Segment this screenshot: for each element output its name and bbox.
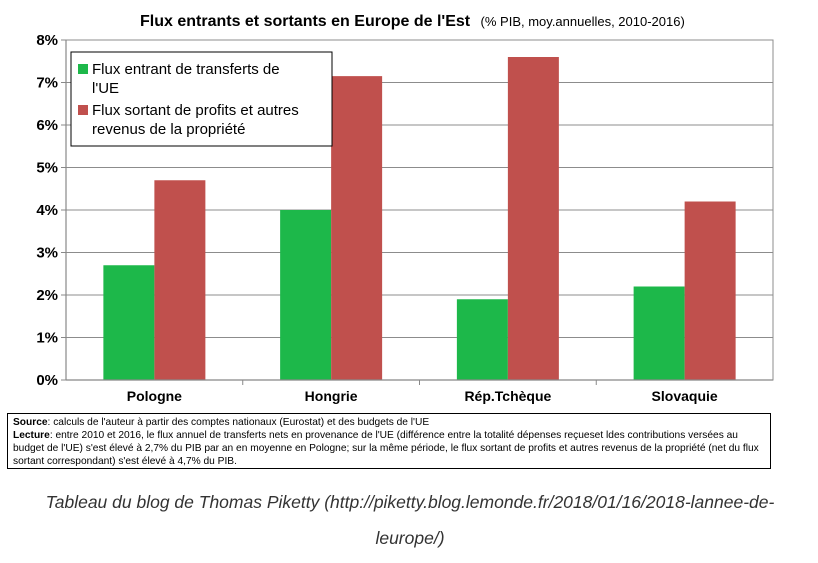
- lecture-label: Lecture: [13, 430, 50, 441]
- bar-inflow: [103, 265, 155, 380]
- bar-outflow: [684, 201, 736, 380]
- y-tick-label: 8%: [36, 32, 58, 49]
- chart-title-line: Flux entrants et sortants en Europe de l…: [140, 13, 685, 30]
- bars: [103, 57, 736, 380]
- legend-box: [70, 51, 333, 147]
- y-tick-label: 0%: [36, 372, 58, 389]
- chart-title: Flux entrants et sortants en Europe de l…: [140, 13, 471, 30]
- source-label: Source: [13, 417, 48, 428]
- legend-swatch-outflow: [78, 105, 88, 115]
- legend-swatch-inflow: [78, 64, 88, 74]
- y-tick-label: 6%: [36, 117, 58, 134]
- bar-inflow: [633, 286, 685, 380]
- bar-inflow: [280, 210, 332, 380]
- bar-outflow: [154, 180, 206, 380]
- chart: Flux entrants et sortants en Europe de l…: [36, 13, 774, 404]
- source-text: : calculs de l'auteur à partir des compt…: [47, 417, 430, 428]
- y-tick-label: 4%: [36, 202, 58, 219]
- x-tick-label: Slovaquie: [652, 388, 718, 404]
- y-tick-label: 5%: [36, 160, 58, 177]
- legend-label-outflow-line2: revenus de la propriété: [92, 121, 245, 138]
- source-note: Source: calculs de l'auteur à partir des…: [7, 413, 771, 469]
- bar-inflow: [456, 299, 508, 380]
- chart-subtitle: (% PIB, moy.annuelles, 2010-2016): [481, 14, 685, 29]
- x-tick-label: Rép.Tchèque: [464, 388, 551, 404]
- legend: Flux entrant de transferts de l'UE Flux …: [70, 51, 333, 147]
- y-tick-label: 1%: [36, 330, 58, 347]
- bar-outflow: [507, 57, 559, 380]
- lecture-text: : entre 2010 et 2016, le flux annuel de …: [13, 430, 759, 467]
- legend-label-outflow-line1: Flux sortant de profits et autres: [92, 102, 299, 119]
- bar-outflow: [331, 76, 383, 380]
- x-tick-label: Hongrie: [305, 388, 358, 404]
- legend-label-inflow-line2: l'UE: [92, 80, 119, 97]
- image-caption: Tableau du blog de Thomas Piketty (http:…: [45, 492, 775, 548]
- y-tick-label: 7%: [36, 75, 58, 92]
- y-tick-label: 3%: [36, 245, 58, 262]
- y-tick-label: 2%: [36, 287, 58, 304]
- axes: 0% 1% 2% 3% 4% 5% 6% 7% 8% Pologne Hongrie Rép.Tchè…: [36, 32, 774, 404]
- legend-label-inflow-line1: Flux entrant de transferts de: [92, 61, 280, 78]
- x-tick-label: Pologne: [127, 388, 182, 404]
